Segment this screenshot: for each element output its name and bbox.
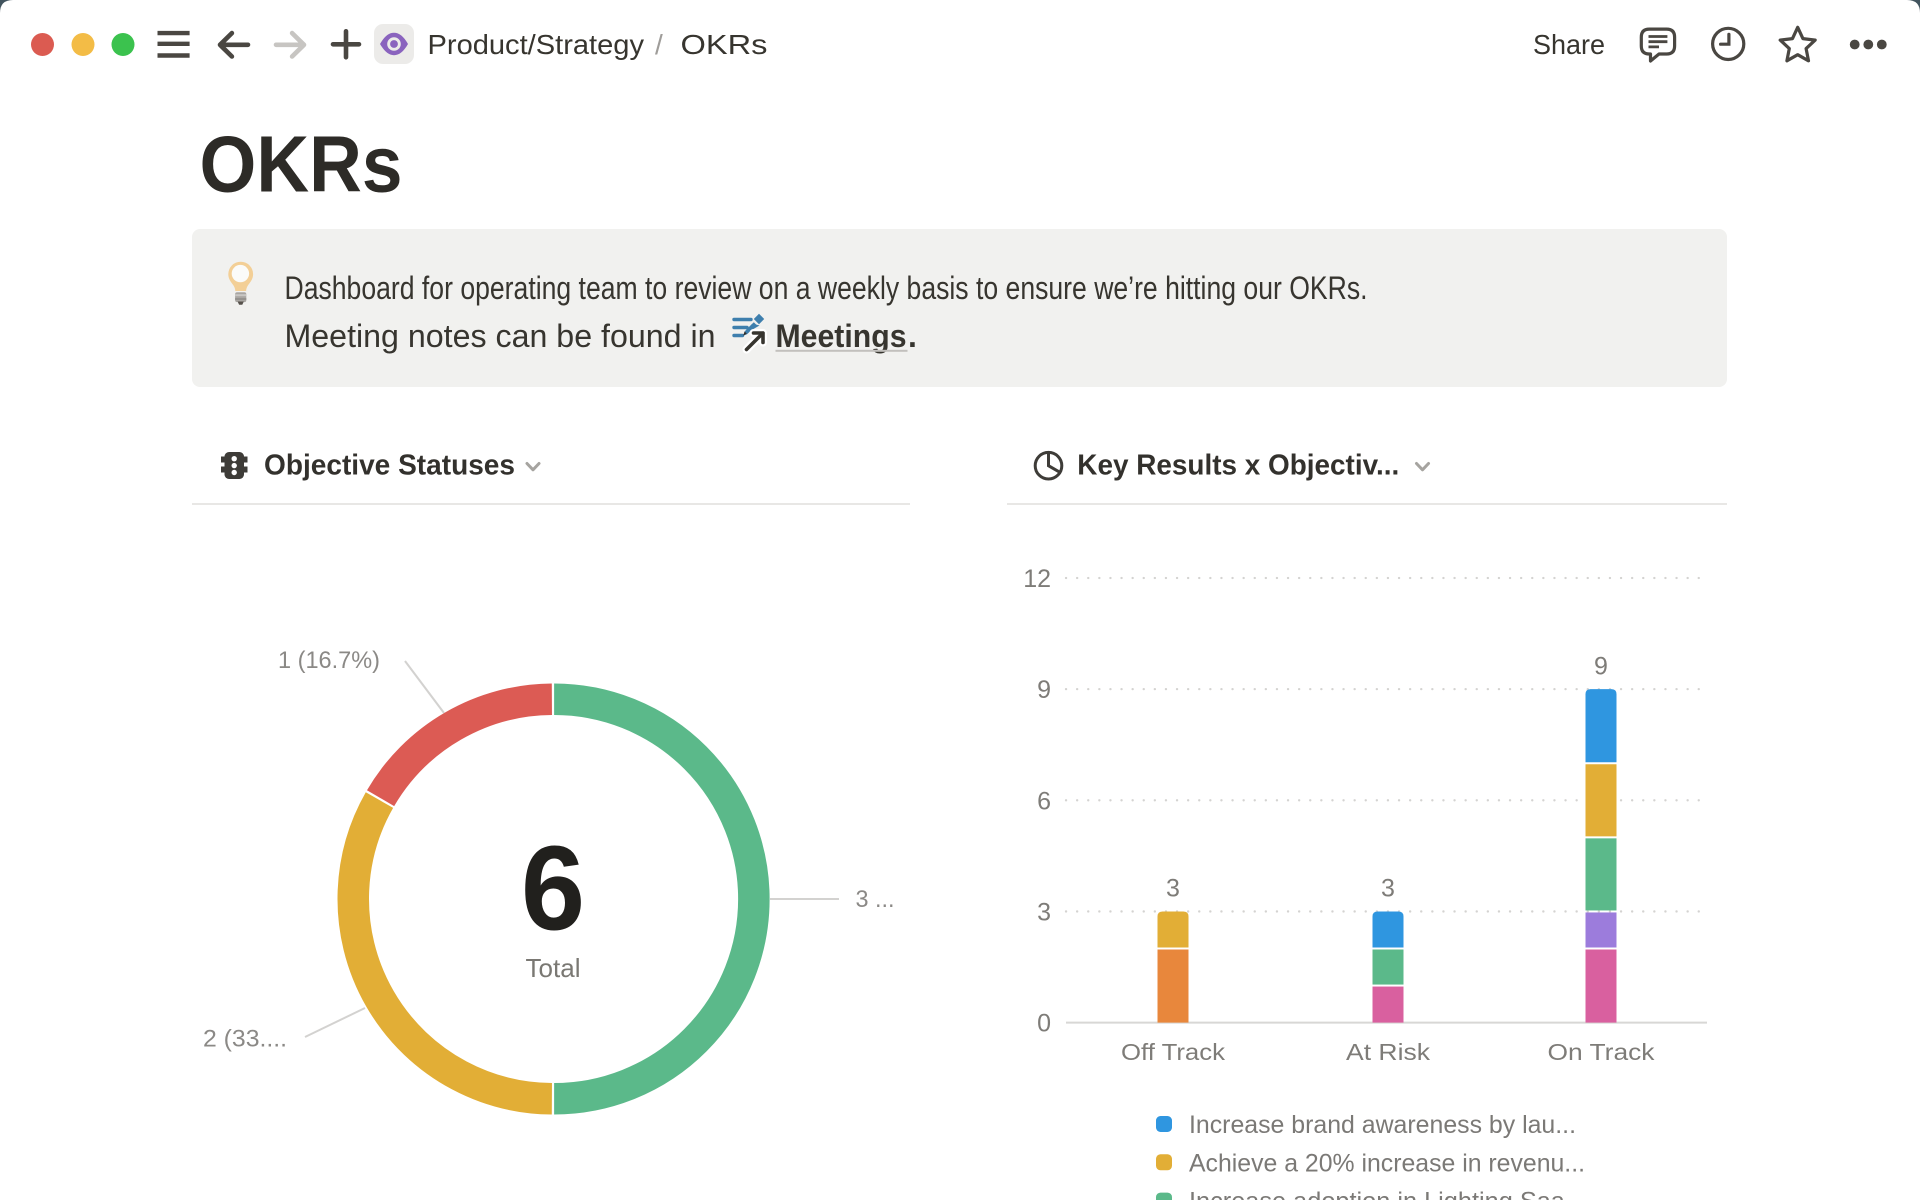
- svg-text:Off Track: Off Track: [1121, 1039, 1225, 1065]
- svg-text:On Track: On Track: [1548, 1039, 1655, 1065]
- svg-text:9: 9: [1037, 676, 1051, 704]
- svg-text:.: .: [908, 318, 917, 354]
- svg-text:Increase adoption in Lighting: Increase adoption in Lighting Saa...: [1189, 1188, 1586, 1200]
- svg-text:OKRs: OKRs: [200, 120, 403, 209]
- svg-text:6: 6: [1037, 787, 1051, 815]
- svg-text:0: 0: [1037, 1010, 1051, 1038]
- svg-text:3: 3: [1037, 899, 1051, 927]
- svg-text:3 ...: 3 ...: [856, 886, 895, 913]
- svg-text:Share: Share: [1533, 29, 1605, 60]
- svg-text:Total: Total: [526, 953, 581, 983]
- svg-text:3: 3: [1166, 875, 1180, 903]
- svg-text:1 (16.7%): 1 (16.7%): [278, 647, 380, 674]
- svg-text:/: /: [655, 29, 663, 60]
- svg-text:Meetings: Meetings: [776, 318, 907, 354]
- svg-text:Dashboard for operating team t: Dashboard for operating team to review o…: [285, 270, 1368, 306]
- svg-text:12: 12: [1023, 565, 1051, 593]
- svg-text:6: 6: [521, 822, 585, 956]
- svg-text:At Risk: At Risk: [1346, 1039, 1430, 1065]
- svg-text:Increase brand awareness by la: Increase brand awareness by lau...: [1189, 1111, 1576, 1139]
- svg-text:Achieve a 20% increase in reve: Achieve a 20% increase in revenu...: [1189, 1149, 1585, 1177]
- svg-text:3: 3: [1381, 875, 1395, 903]
- svg-text:Product/Strategy: Product/Strategy: [428, 29, 645, 60]
- svg-text:OKRs: OKRs: [681, 29, 768, 60]
- svg-text:Meeting notes can be found in: Meeting notes can be found in: [285, 318, 716, 354]
- svg-text:Objective Statuses: Objective Statuses: [264, 450, 515, 482]
- svg-text:2 (33....: 2 (33....: [203, 1026, 287, 1053]
- svg-text:Key Results x Objectiv...: Key Results x Objectiv...: [1077, 450, 1399, 482]
- svg-text:9: 9: [1594, 653, 1608, 681]
